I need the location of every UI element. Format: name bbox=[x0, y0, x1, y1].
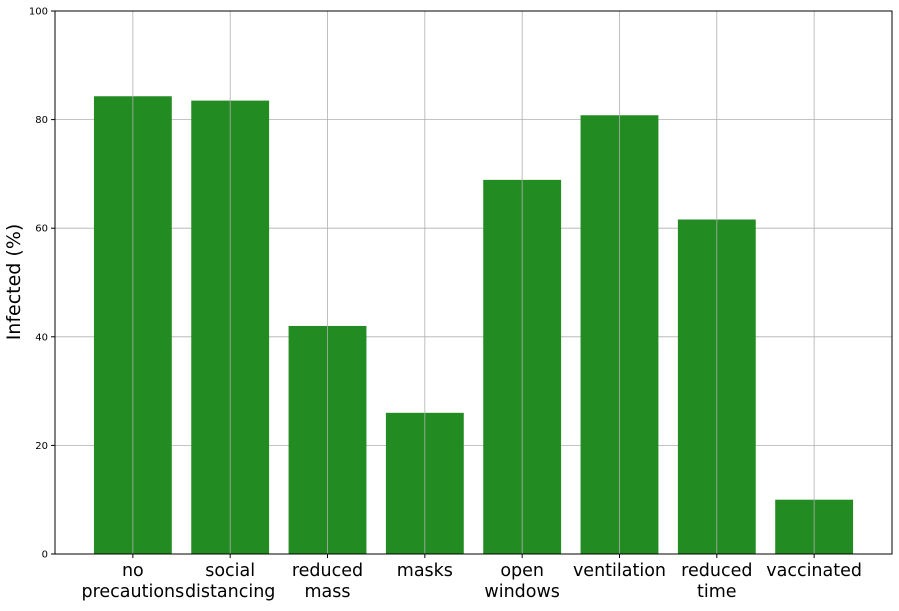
x-tick-label: ventilation bbox=[573, 561, 666, 581]
x-tick-label: reduced bbox=[681, 561, 752, 581]
y-tick-label: 60 bbox=[35, 224, 48, 235]
x-tick-label: distancing bbox=[185, 582, 275, 602]
x-tick-label: vaccinated bbox=[766, 561, 862, 581]
x-tick-label: precautions bbox=[81, 582, 184, 602]
y-axis-ticks: 0 20 40 60 80 100 bbox=[29, 7, 55, 561]
bars bbox=[93, 96, 854, 555]
x-tick-label: social bbox=[205, 561, 255, 581]
axes-frame bbox=[54, 10, 893, 555]
x-tick-label: no bbox=[122, 561, 144, 581]
y-tick-label: 20 bbox=[35, 441, 48, 452]
x-tick-label: time bbox=[697, 582, 737, 602]
y-axis-label: Infected (%) bbox=[3, 224, 25, 341]
vertical-grid-lines bbox=[132, 11, 815, 554]
grid-lines bbox=[55, 10, 892, 555]
x-tick-label: masks bbox=[397, 561, 453, 581]
y-tick-label: 80 bbox=[35, 115, 48, 126]
y-tick-label: 0 bbox=[42, 550, 48, 561]
x-tick-label: windows bbox=[484, 582, 560, 602]
x-tick-label: reduced bbox=[292, 561, 363, 581]
x-axis-ticks: noprecautionssocialdistancingreducedmass… bbox=[81, 554, 862, 602]
x-tick-label: open bbox=[500, 561, 544, 581]
y-tick-label: 40 bbox=[35, 332, 48, 343]
x-tick-label: mass bbox=[305, 582, 351, 602]
y-tick-label: 100 bbox=[29, 7, 48, 18]
